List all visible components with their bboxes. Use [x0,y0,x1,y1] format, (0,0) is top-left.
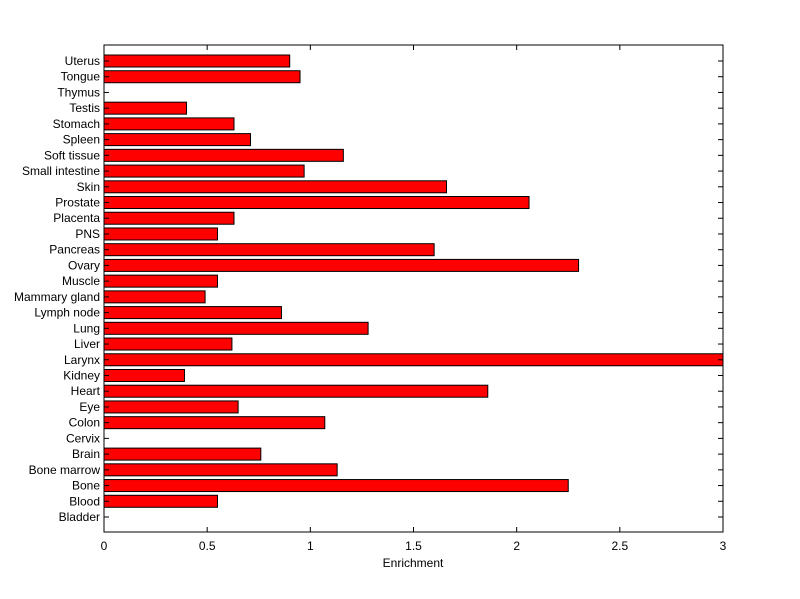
bar-colon [103,416,326,430]
bar-liver [103,337,233,351]
y-tick-label: Lymph node [34,306,100,320]
bar-tongue [103,70,301,84]
bar-lung [103,321,369,335]
x-tick-label: 2 [513,539,520,553]
bar-soft-tissue [103,148,344,162]
y-tick-label: Skin [77,180,100,194]
y-tick-label: PNS [75,227,100,241]
y-tick-label: Prostate [55,196,100,210]
bar-ovary [103,258,580,272]
bar-bone [103,479,569,493]
bar-eye [103,400,239,414]
y-tick-label: Tongue [61,70,101,84]
y-tick-label: Heart [71,384,101,398]
y-tick-label: Bladder [59,510,100,524]
bar-stomach [103,117,235,131]
x-tick-label: 0.5 [199,539,216,553]
y-tick-label: Cervix [66,431,100,445]
y-tick-label: Spleen [63,133,100,147]
bar-pancreas [103,243,435,257]
x-tick-labels: 0 0.5 1 1.5 2 2.5 3 [101,539,727,553]
bar-uterus [103,54,291,68]
bar-lymph-node [103,306,282,320]
bar-pns [103,227,218,241]
y-tick-label: Bone marrow [29,463,101,477]
plot-frame [103,44,724,533]
y-tick-label: Liver [74,337,100,351]
y-tick-label: Pancreas [49,243,100,257]
bar-spleen [103,133,251,147]
bar-prostate [103,196,530,210]
y-tick-label: Stomach [53,117,100,131]
y-tick-label: Placenta [53,211,100,225]
bar-blood [103,494,218,508]
y-tick-label: Ovary [68,258,100,272]
bar-testis [103,101,188,115]
y-tick-label: Mammary gland [14,290,100,304]
y-tick-label: Bone [72,479,100,493]
bar-small-intestine [103,164,305,178]
y-tick-label: Testis [69,101,100,115]
y-tick-label: Thymus [57,85,100,99]
y-tick-label: Blood [69,494,100,508]
bar-kidney [103,368,185,382]
bar-brain [103,447,262,461]
ticks-group [103,45,724,532]
bar-larynx [103,353,724,367]
x-axis-title: Enrichment [383,556,444,570]
bar-mammary-gland [103,290,206,304]
bar-skin [103,180,448,194]
y-tick-label: Soft tissue [44,148,100,162]
y-tick-label: Lung [73,321,100,335]
y-tick-label: Small intestine [22,164,100,178]
x-tick-label: 1 [307,539,314,553]
y-tick-label: Colon [69,416,100,430]
x-tick-label: 0 [101,539,108,553]
bar-heart [103,384,489,398]
y-tick-label: Brain [72,447,100,461]
bar-bone-marrow [103,463,338,477]
bar-placenta [103,211,235,225]
y-tick-label: Muscle [62,274,100,288]
x-tick-label: 1.5 [405,539,422,553]
y-tick-label: Uterus [65,54,100,68]
x-tick-label: 2.5 [611,539,628,553]
y-tick-label: Larynx [64,353,100,367]
x-tick-label: 3 [720,539,727,553]
y-tick-label: Eye [79,400,100,414]
y-tick-label: Kidney [63,368,100,382]
bar-muscle [103,274,218,288]
